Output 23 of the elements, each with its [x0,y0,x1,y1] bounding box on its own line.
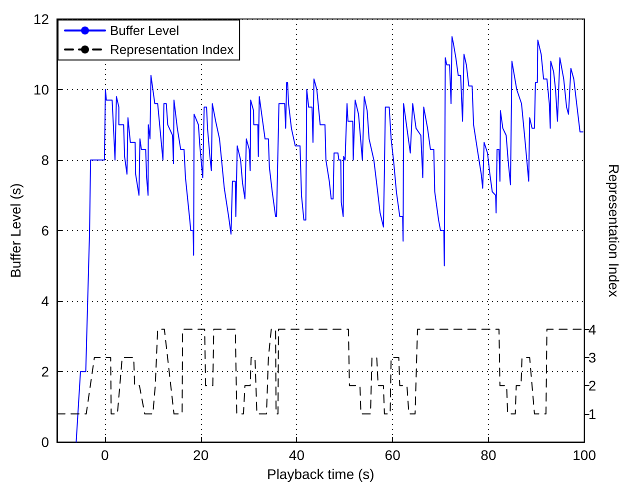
x-tick-label: 60 [384,447,401,464]
x-tick-label: 100 [572,447,596,464]
y2-tick-label: 3 [588,349,596,366]
y2-tick-label: 1 [588,406,596,422]
legend-label: Buffer Level [110,23,180,38]
y2-tick-label: 2 [588,378,596,394]
line-series [76,36,584,443]
y-tick-label: 12 [33,11,50,27]
y-tick-label: 2 [41,364,50,380]
x-tick-label: 20 [193,447,209,464]
legend-label: Representation Index [110,42,234,57]
y-axis-title: Buffer Level (s) [8,183,24,278]
x-tick-label: 80 [480,447,496,464]
y-tick-label: 0 [41,434,50,450]
y-tick-label: 8 [41,152,50,168]
y-tick-label: 4 [41,293,50,310]
y-tick-label: 10 [33,82,50,98]
x-axis-title: Playback time (s) [266,466,374,482]
y2-axis-title: Representation Index [606,164,622,298]
x-tick-label: 40 [288,447,305,464]
x-tick-label: 0 [101,447,110,464]
y2-tick-label: 4 [588,321,596,338]
y-tick-label: 6 [41,222,50,239]
